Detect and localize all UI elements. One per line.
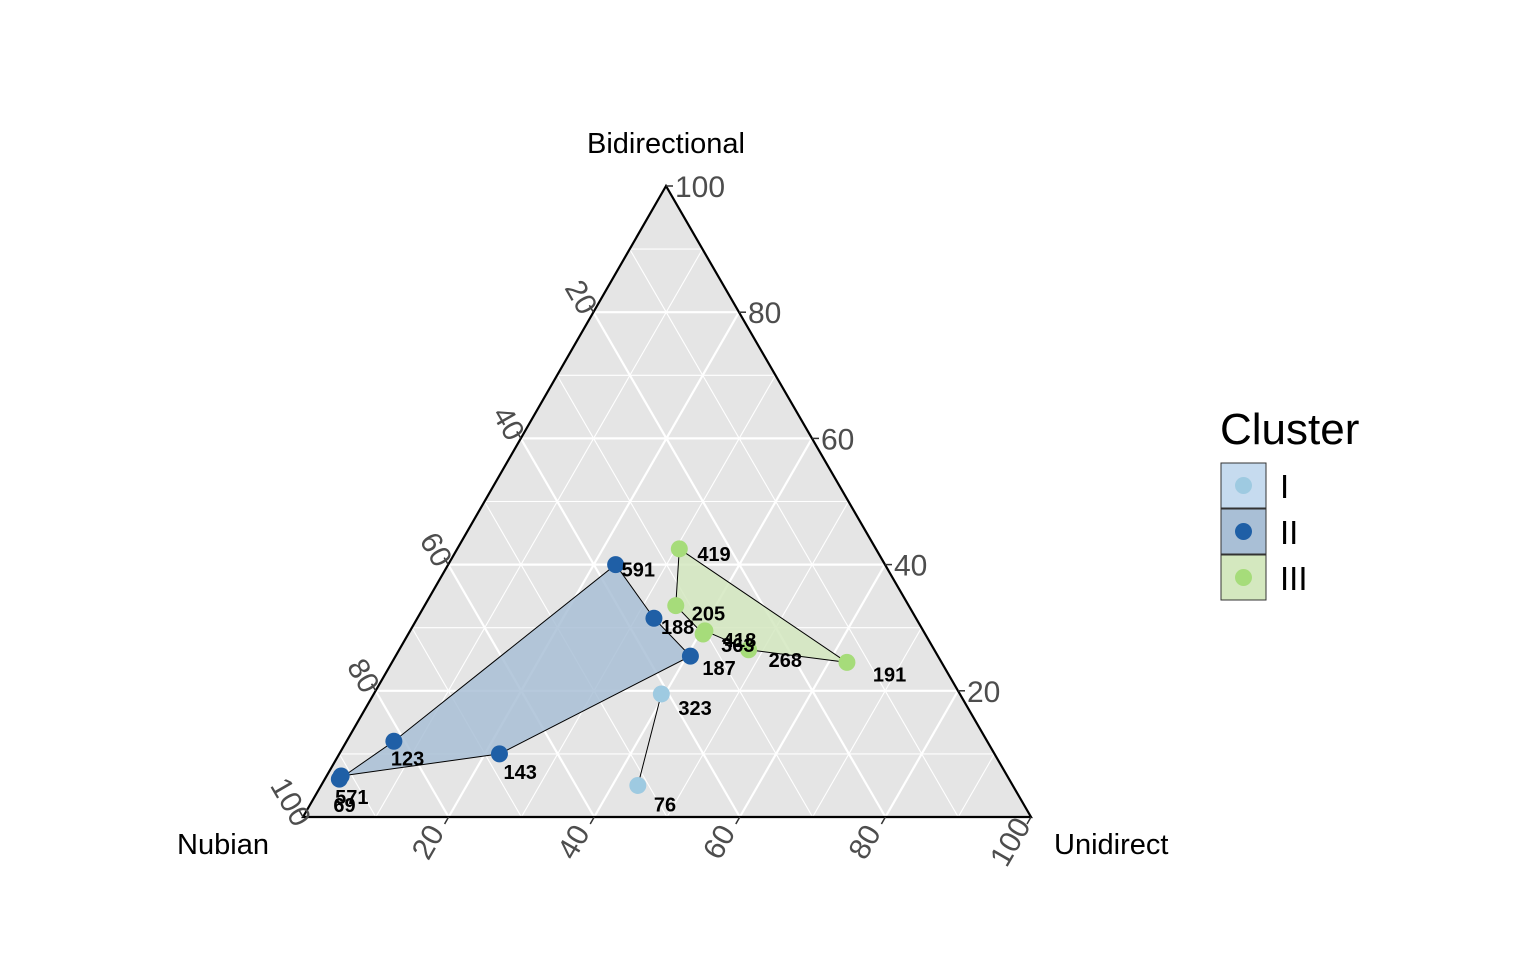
- tick-label-right: 100: [675, 171, 725, 204]
- axis-title-left: Nubian: [177, 829, 269, 861]
- point-label-323: 323: [678, 698, 711, 720]
- tick-marks: [298, 185, 1032, 825]
- legend-point-I: [1235, 477, 1252, 494]
- tick-label-bottom: 60: [697, 820, 742, 865]
- data-point-76: [629, 776, 647, 794]
- tick-label-right: 40: [894, 550, 927, 583]
- hull-cluster-II: [338, 563, 692, 780]
- grid-line: [884, 690, 959, 818]
- point-label-143: 143: [503, 762, 536, 784]
- tick-label-bottom: 40: [551, 820, 596, 865]
- data-point-143: [490, 745, 508, 763]
- point-label-123: 123: [391, 748, 424, 770]
- tick-label-bottom: 100: [984, 812, 1038, 872]
- grid-line: [957, 753, 995, 818]
- data-point-363: [694, 625, 712, 643]
- legend-point-II: [1235, 523, 1252, 540]
- axis-titles: Bidirectional Nubian Unidirect: [177, 128, 1168, 861]
- legend-label-I: I: [1280, 468, 1289, 505]
- data-point-419: [670, 540, 688, 558]
- point-label-571: 571: [335, 787, 368, 809]
- legend-key-III: [1220, 554, 1267, 601]
- tick-label-right: 80: [748, 297, 781, 330]
- tick-label-left: 100: [263, 772, 317, 832]
- legend-label-II: II: [1280, 514, 1298, 551]
- data-point-69: [330, 770, 348, 788]
- axis-title-top: Bidirectional: [587, 128, 745, 160]
- data-point-191: [838, 653, 856, 671]
- legend-label-III: III: [1280, 560, 1308, 597]
- data-point-187: [681, 647, 699, 665]
- axis-title-right: Unidirect: [1054, 829, 1168, 861]
- data-point-205: [667, 597, 685, 615]
- point-label-188: 188: [661, 617, 694, 639]
- grid-line: [629, 248, 959, 818]
- tick-label-bottom: 20: [406, 820, 451, 865]
- point-label-418: 418: [723, 630, 756, 652]
- point-label-419: 419: [697, 544, 730, 566]
- legend-point-III: [1235, 569, 1252, 586]
- data-point-323: [652, 685, 670, 703]
- point-label-191: 191: [873, 664, 906, 686]
- legend-title: Cluster: [1220, 405, 1359, 454]
- data-point-591: [607, 556, 625, 574]
- point-label-187: 187: [702, 658, 735, 680]
- data-point-123: [385, 732, 403, 750]
- point-label-363: 363: [721, 635, 754, 657]
- tick-label-right: 60: [821, 423, 854, 456]
- grid-line: [812, 627, 922, 818]
- grid-line: [520, 375, 776, 818]
- hull-cluster-I: [637, 693, 662, 786]
- tick-label-right: 20: [967, 676, 1000, 709]
- tick-label-bottom: 80: [843, 820, 888, 865]
- point-label-76: 76: [654, 794, 676, 816]
- point-label-268: 268: [769, 650, 802, 672]
- grid-line: [738, 564, 886, 818]
- point-label-591: 591: [622, 560, 655, 582]
- data-point-188: [645, 609, 663, 627]
- point-label-205: 205: [692, 604, 725, 626]
- triangle-frame: [301, 183, 1033, 819]
- grid-line: [666, 501, 849, 818]
- point-label-69: 69: [333, 795, 355, 817]
- data-points: [330, 540, 856, 794]
- grid-line: [338, 753, 377, 818]
- data-point-268: [740, 641, 758, 659]
